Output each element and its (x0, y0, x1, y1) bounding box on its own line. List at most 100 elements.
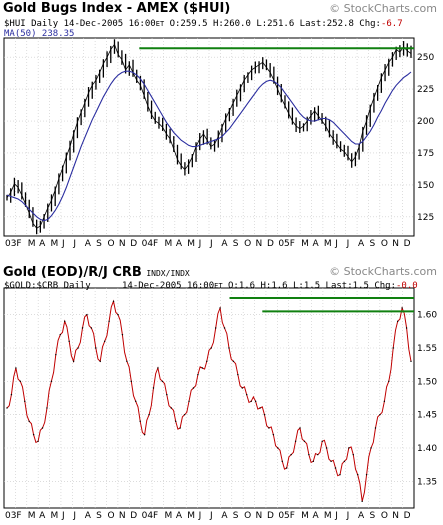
hui-x-tick-label: S (369, 239, 375, 249)
gold-crb-ratio-point (290, 453, 292, 456)
hui-x-tick-label: F (153, 239, 158, 249)
gold-crb-y-tick-label: 1.40 (417, 444, 437, 454)
gold-crb-x-tick-label: S (369, 511, 375, 521)
gold-crb-x-tick-label: D (267, 511, 274, 521)
hui-x-tick-label: M (301, 239, 309, 249)
gold-crb-ohlc-line: 14-Dec-2005 16:00ET O:1.6 H:1.6 L:1.5 La… (122, 281, 418, 291)
gold-crb-ratio-point (321, 440, 323, 443)
gold-crb-ratio-point (188, 400, 190, 403)
gold-crb-ratio-point (50, 380, 53, 383)
hui-x-tick-label: 05 (278, 239, 289, 249)
gold-crb-x-tick-label: A (85, 511, 92, 521)
hui-x-tick-label: 03 (5, 239, 16, 249)
gold-crb-ratio-point (285, 467, 288, 469)
gold-crb-ratio-point (370, 447, 372, 449)
gold-crb-x-tick-label: 03 (5, 511, 16, 521)
hui-x-tick-label: J (72, 239, 76, 249)
gold-crb-ratio-point (10, 393, 13, 396)
gold-crb-ratio-point (388, 380, 390, 383)
gold-crb-ratio-point (68, 340, 70, 343)
gold-crb-ratio-point (55, 353, 57, 356)
gold-crb-ratio-point (334, 467, 337, 469)
gold-crb-ratio-point (6, 407, 8, 409)
gold-crb-ratio-point (343, 460, 346, 463)
gold-crb-x-tick-label: F (153, 511, 158, 521)
hui-x-tick-label: 04 (142, 239, 154, 249)
gold-crb-ratio-point (64, 320, 66, 323)
gold-crb-x-tick-label: S (96, 511, 102, 521)
gold-crb-x-tick-label: M (28, 511, 36, 521)
gold-crb-x-tick-label: A (358, 511, 365, 521)
gold-crb-x-tick-label: J (72, 511, 76, 521)
hui-y-tick-label: 125 (417, 213, 434, 223)
gold-crb-ratio-point (175, 420, 177, 423)
gold-crb-x-tick-label: J (198, 511, 202, 521)
gold-crb-ratio-point (317, 453, 319, 456)
gold-crb-ratio-line (6, 299, 412, 502)
gold-crb-date: 14-Dec-2005 16:00 (122, 281, 215, 291)
gold-crb-x-tick-label: D (130, 511, 137, 521)
gold-crb-ratio-point (148, 413, 150, 416)
gold-crb-ratio-point (126, 360, 128, 363)
gold-crb-ratio-point (352, 453, 354, 456)
gold-crb-ratio-point (361, 500, 363, 503)
gold-crb-ratio-point (246, 393, 248, 396)
gold-crb-ratio-point (281, 460, 283, 463)
gold-crb-x-tick-label: A (176, 511, 183, 521)
gold-crb-ratio-point (254, 400, 257, 403)
hui-chg-label: Chg: (359, 19, 381, 29)
gold-crb-watermark: © StockCharts.com (329, 265, 437, 278)
hui-x-tick-label: J (61, 239, 65, 249)
gold-crb-ratio-point (303, 440, 306, 443)
hui-open: O:259.5 (169, 19, 208, 29)
hui-low: L:251.6 (256, 19, 295, 29)
gold-crb-last: Last:1.5 (325, 281, 369, 291)
gold-crb-ratio-point (383, 400, 386, 403)
hui-x-tick-label: M (51, 239, 59, 249)
gold-crb-ratio-point (365, 473, 368, 476)
gold-crb-ratio-point (308, 453, 310, 456)
gold-crb-ratio-point (259, 407, 261, 409)
hui-x-tick-label: A (176, 239, 183, 249)
hui-price-line (6, 43, 412, 229)
gold-crb-x-tick-label: S (233, 511, 239, 521)
gold-crb-low: L:1.5 (293, 281, 321, 291)
gold-crb-ratio-point (219, 307, 221, 309)
gold-crb-ratio-point (90, 327, 93, 329)
hui-y-tick-label: 200 (417, 117, 434, 127)
hui-ma-legend: MA(50) 238.35 (4, 29, 75, 39)
hui-x-tick-label: S (233, 239, 239, 249)
gold-crb-ratio-point (112, 300, 115, 303)
gold-crb-ratio-point (214, 327, 217, 329)
hui-ma-line (6, 70, 412, 222)
gold-crb-ratio-point (135, 400, 137, 403)
gold-crb-y-tick-label: 1.60 (417, 311, 437, 321)
gold-crb-high: H:1.6 (260, 281, 288, 291)
gold-crb-ratio-point (237, 373, 239, 376)
hui-x-tick-label: F (290, 239, 295, 249)
gold-crb-ratio-point (223, 327, 226, 329)
hui-x-tick-label: A (39, 239, 46, 249)
hui-chart-title: Gold Bugs Index - AMEX ($HUI) (3, 1, 231, 16)
gold-crb-ratio-point (410, 360, 412, 363)
gold-crb-ratio-point (250, 400, 252, 403)
gold-crb-x-tick-label: N (256, 511, 263, 521)
hui-x-tick-label: A (85, 239, 92, 249)
gold-crb-ratio-point (232, 360, 235, 363)
gold-crb-ratio-point (330, 460, 332, 463)
gold-crb-ratio-point (348, 447, 350, 449)
hui-x-tick-label: O (381, 239, 388, 249)
gold-crb-x-tick-label: N (119, 511, 126, 521)
gold-crb-ratio-point (299, 427, 301, 429)
hui-tz: ET (155, 20, 165, 28)
gold-crb-chg: -0.0 (396, 281, 418, 291)
hui-y-tick-label: 150 (417, 181, 434, 191)
gold-crb-ratio-point (339, 473, 341, 476)
hui-x-tick-label: N (256, 239, 263, 249)
gold-crb-ratio-point (294, 440, 297, 443)
hui-panel: Gold Bugs Index - AMEX ($HUI) © StockCha… (0, 0, 443, 262)
gold-crb-x-tick-label: O (381, 511, 388, 521)
gold-crb-ratio-point (32, 433, 35, 436)
gold-crb-x-tick-label: J (334, 511, 338, 521)
gold-crb-x-tick-label: A (221, 511, 228, 521)
